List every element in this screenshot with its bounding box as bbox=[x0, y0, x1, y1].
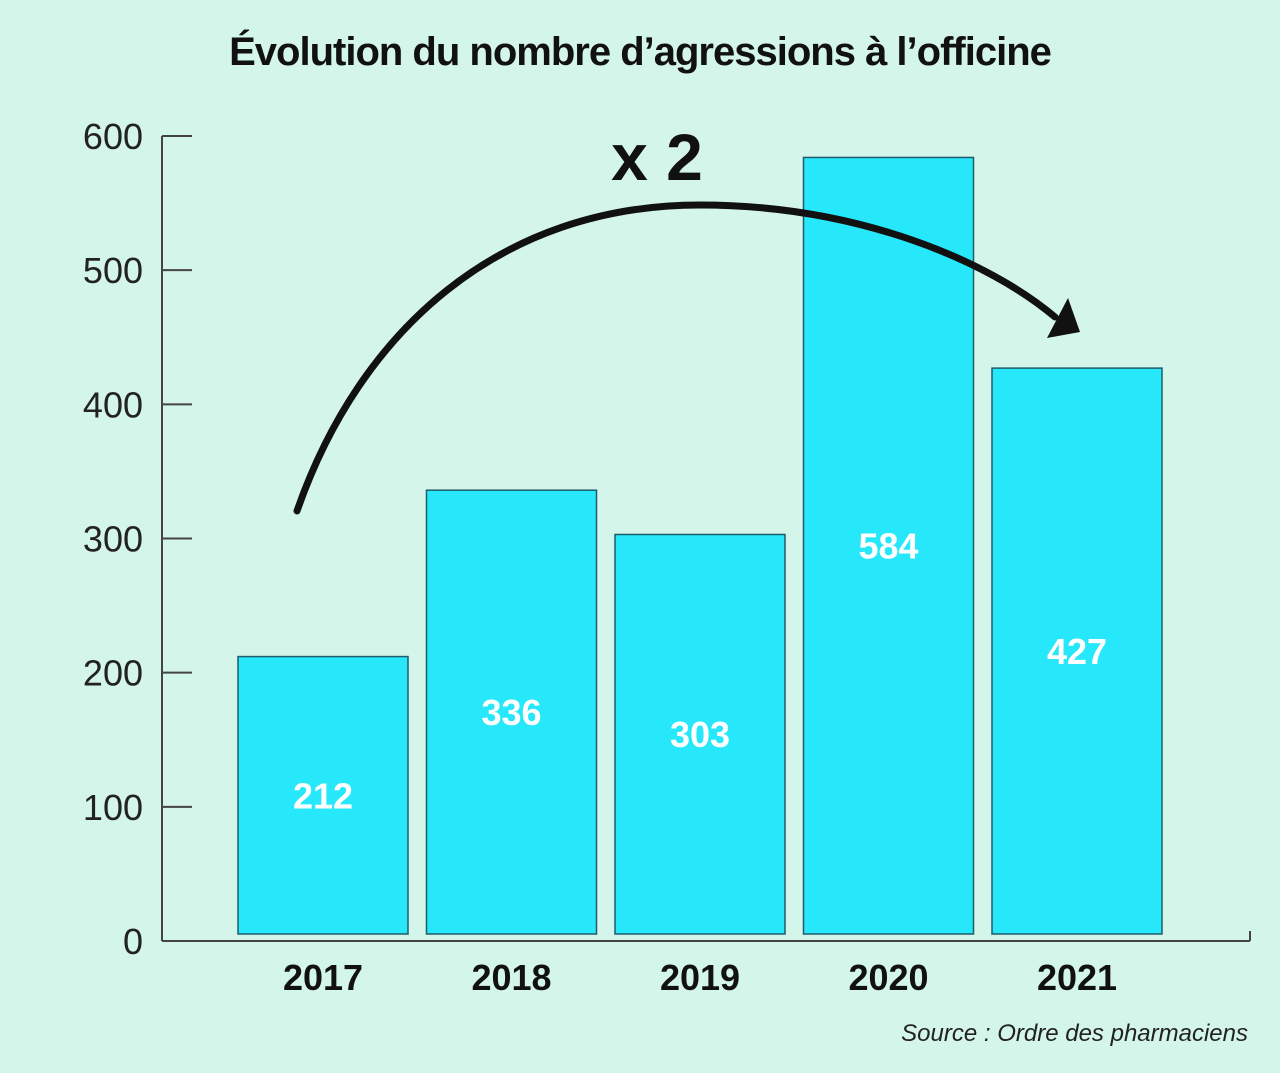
annotation-label: x 2 bbox=[611, 120, 703, 194]
bar-value-label: 336 bbox=[481, 692, 541, 733]
y-tick-label: 500 bbox=[83, 250, 143, 291]
bar-value-label: 584 bbox=[858, 526, 918, 567]
bar-2019 bbox=[614, 533, 786, 935]
y-tick-label: 300 bbox=[83, 519, 143, 560]
y-tick-label: 0 bbox=[123, 921, 143, 962]
y-tick-label: 600 bbox=[83, 116, 143, 157]
arrowhead-icon bbox=[1047, 298, 1080, 338]
y-tick-label: 400 bbox=[83, 384, 143, 425]
y-tick-label: 200 bbox=[83, 653, 143, 694]
annotation-group: x 2 bbox=[293, 120, 1080, 515]
x-tick-label: 2018 bbox=[471, 957, 551, 998]
chart-title: Évolution du nombre d’agressions à l’off… bbox=[229, 30, 1052, 74]
bars: 212 2017 336 2018 303 2019 584 2020 427 2021 bbox=[237, 156, 1163, 998]
bar-2018 bbox=[425, 489, 598, 935]
source-note: Source : Ordre des pharmaciens bbox=[901, 1020, 1248, 1047]
x-tick-label: 2017 bbox=[283, 957, 363, 998]
bar-value-label: 212 bbox=[293, 775, 353, 816]
x-tick-label: 2019 bbox=[660, 957, 740, 998]
bar-value-label: 427 bbox=[1047, 631, 1107, 672]
bar-2021 bbox=[991, 367, 1163, 935]
axes: 0 100 200 300 400 500 600 bbox=[83, 116, 1251, 962]
x-tick-label: 2021 bbox=[1037, 957, 1117, 998]
trend-arrow-curve bbox=[293, 201, 1059, 515]
bar-2017 bbox=[237, 655, 409, 935]
y-tick-label: 100 bbox=[83, 787, 143, 828]
bar-value-label: 303 bbox=[670, 714, 730, 755]
bar-2020 bbox=[802, 156, 975, 935]
x-tick-label: 2020 bbox=[848, 957, 928, 998]
